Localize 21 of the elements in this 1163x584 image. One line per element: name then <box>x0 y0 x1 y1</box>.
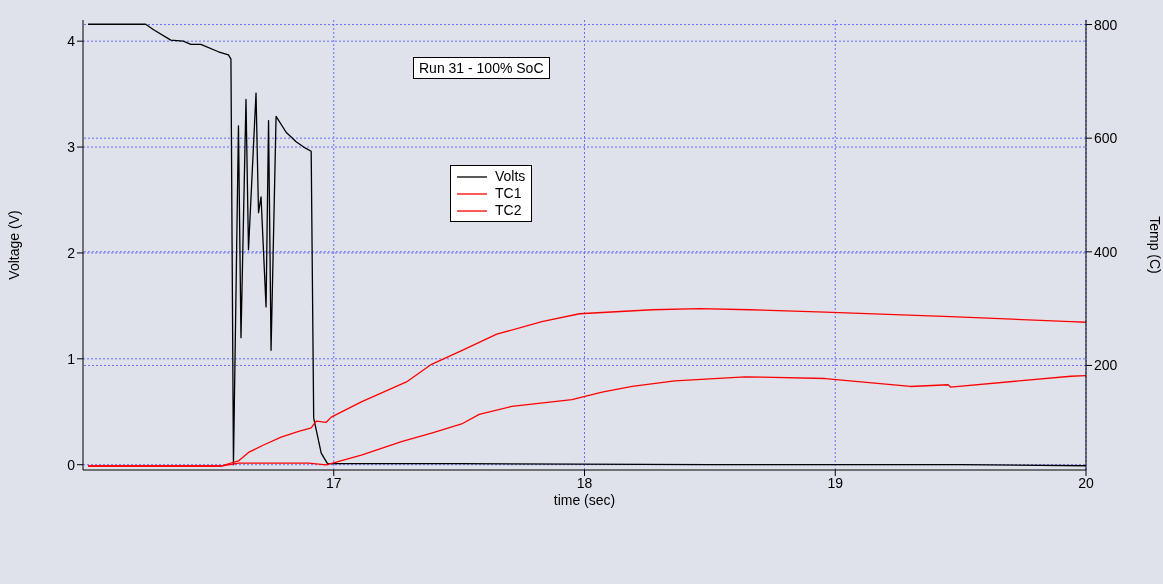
y-tick-label: 1 <box>67 350 76 367</box>
y-axis-title: Voltage (V) <box>5 210 22 280</box>
y2-axis-title: Temp (C) <box>1147 216 1163 274</box>
y2-tick-label: 600 <box>1094 130 1118 147</box>
legend-label: TC2 <box>495 202 522 219</box>
x-tick-label: 17 <box>325 474 342 491</box>
x-tick-label: 19 <box>827 474 844 491</box>
x-axis-title: time (sec) <box>553 492 616 508</box>
text: Run 31 - 100% SoC <box>413 57 550 79</box>
line-series <box>87 23 1086 467</box>
y2-tick-label: 200 <box>1094 357 1118 374</box>
y-tick-label: 2 <box>67 244 76 261</box>
y2-tick-label: 800 <box>1094 16 1118 33</box>
y-tick-label: 4 <box>67 33 76 50</box>
y2-tick-label: 400 <box>1094 243 1118 260</box>
legend-label: Volts <box>495 168 526 185</box>
y-tick-label: 0 <box>67 456 76 473</box>
legend-label: TC1 <box>495 185 522 202</box>
y-tick-label: 3 <box>67 139 76 156</box>
x-tick-label: 20 <box>1078 474 1094 491</box>
x-tick-label: 18 <box>576 474 593 491</box>
